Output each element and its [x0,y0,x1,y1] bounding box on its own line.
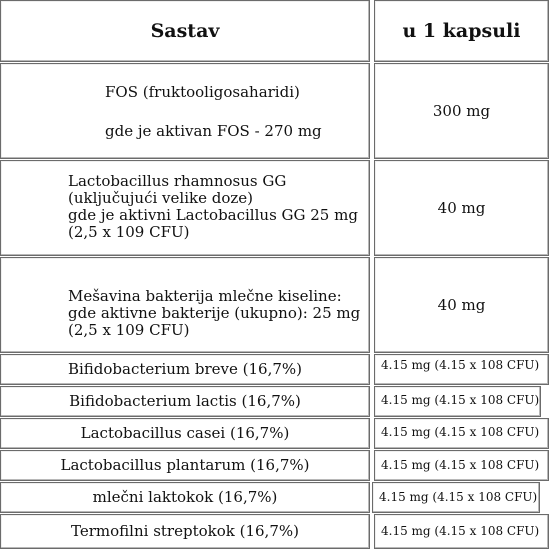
row-lactococcus-name: mlečni laktokok (16,7%) [0,482,370,513]
row-lgg-value: 40 mg [374,160,549,256]
row-lactococcus-name-text: mlečni laktokok (16,7%) [92,488,278,506]
row-streptococcus-name: Termofilni streptokok (16,7%) [0,514,370,549]
row-streptococcus-value: 4.15 mg (4.15 x 108 CFU) [374,514,549,549]
header-sastav-label: Sastav [150,20,220,42]
row-breve-name-text: Bifidobacterium breve (16,7%) [67,360,303,378]
row-mix-line-3: (2,5 x 109 CFU) [68,321,190,339]
header-sastav: Sastav [0,0,370,62]
row-lactis-name-text: Bifidobacterium lactis (16,7%) [69,392,301,410]
row-plantarum-value: 4.15 mg (4.15 x 108 CFU) [374,450,549,481]
row-breve-value: 4.15 mg (4.15 x 108 CFU) [374,354,549,385]
header-per-capsule-label: u 1 kapsuli [402,20,521,42]
row-mix-line-1: Mešavina bakterija mlečne kiseline: [68,287,342,305]
row-lgg-line-1: Lactobacillus rhamnosus GG [68,172,287,190]
row-casei-value: 4.15 mg (4.15 x 108 CFU) [374,418,549,449]
row-streptococcus-name-text: Termofilni streptokok (16,7%) [71,522,299,540]
row-mix-line-2: gde aktivne bakterije (ukupno): 25 mg [68,304,361,322]
row-fos-line-2: gde je aktivan FOS - 270 mg [105,122,322,140]
row-breve-value-text: 4.15 mg (4.15 x 108 CFU) [381,358,540,372]
row-casei-name-text: Lactobacillus casei (16,7%) [80,424,290,442]
row-fos-value-text: 300 mg [432,102,491,120]
row-lgg-name: Lactobacillus rhamnosus GG (uključujući … [0,160,370,256]
row-fos-value: 300 mg [374,63,549,159]
row-streptococcus-value-text: 4.15 mg (4.15 x 108 CFU) [381,524,540,538]
row-lactis-name: Bifidobacterium lactis (16,7%) [0,386,370,417]
row-fos-line-1: FOS (fruktooligosaharidi) [105,83,300,101]
row-mix-name: Mešavina bakterija mlečne kiseline: gde … [0,257,370,353]
row-plantarum-name: Lactobacillus plantarum (16,7%) [0,450,370,481]
row-plantarum-value-text: 4.15 mg (4.15 x 108 CFU) [381,458,540,472]
row-mix-value-text: 40 mg [437,296,486,314]
row-lgg-line-4: (2,5 x 109 CFU) [68,223,190,241]
row-lactococcus-value: 4.15 mg (4.15 x 108 CFU) [372,482,540,513]
row-plantarum-name-text: Lactobacillus plantarum (16,7%) [60,456,310,474]
row-casei-value-text: 4.15 mg (4.15 x 108 CFU) [381,425,540,439]
row-lgg-value-text: 40 mg [437,199,486,217]
row-mix-value: 40 mg [374,257,549,353]
row-casei-name: Lactobacillus casei (16,7%) [0,418,370,449]
row-lgg-line-3: gde je aktivni Lactobacillus GG 25 mg [68,206,358,224]
row-lactis-value: 4.15 mg (4.15 x 108 CFU) [374,386,541,417]
row-breve-name: Bifidobacterium breve (16,7%) [0,354,370,385]
row-lactis-value-text: 4.15 mg (4.15 x 108 CFU) [381,393,540,407]
row-lgg-line-2: (uključujući velike doze) [68,189,253,207]
header-per-capsule: u 1 kapsuli [374,0,549,62]
row-fos-name: FOS (fruktooligosaharidi) gde je aktivan… [0,63,370,159]
row-lactococcus-value-text: 4.15 mg (4.15 x 108 CFU) [379,490,538,504]
